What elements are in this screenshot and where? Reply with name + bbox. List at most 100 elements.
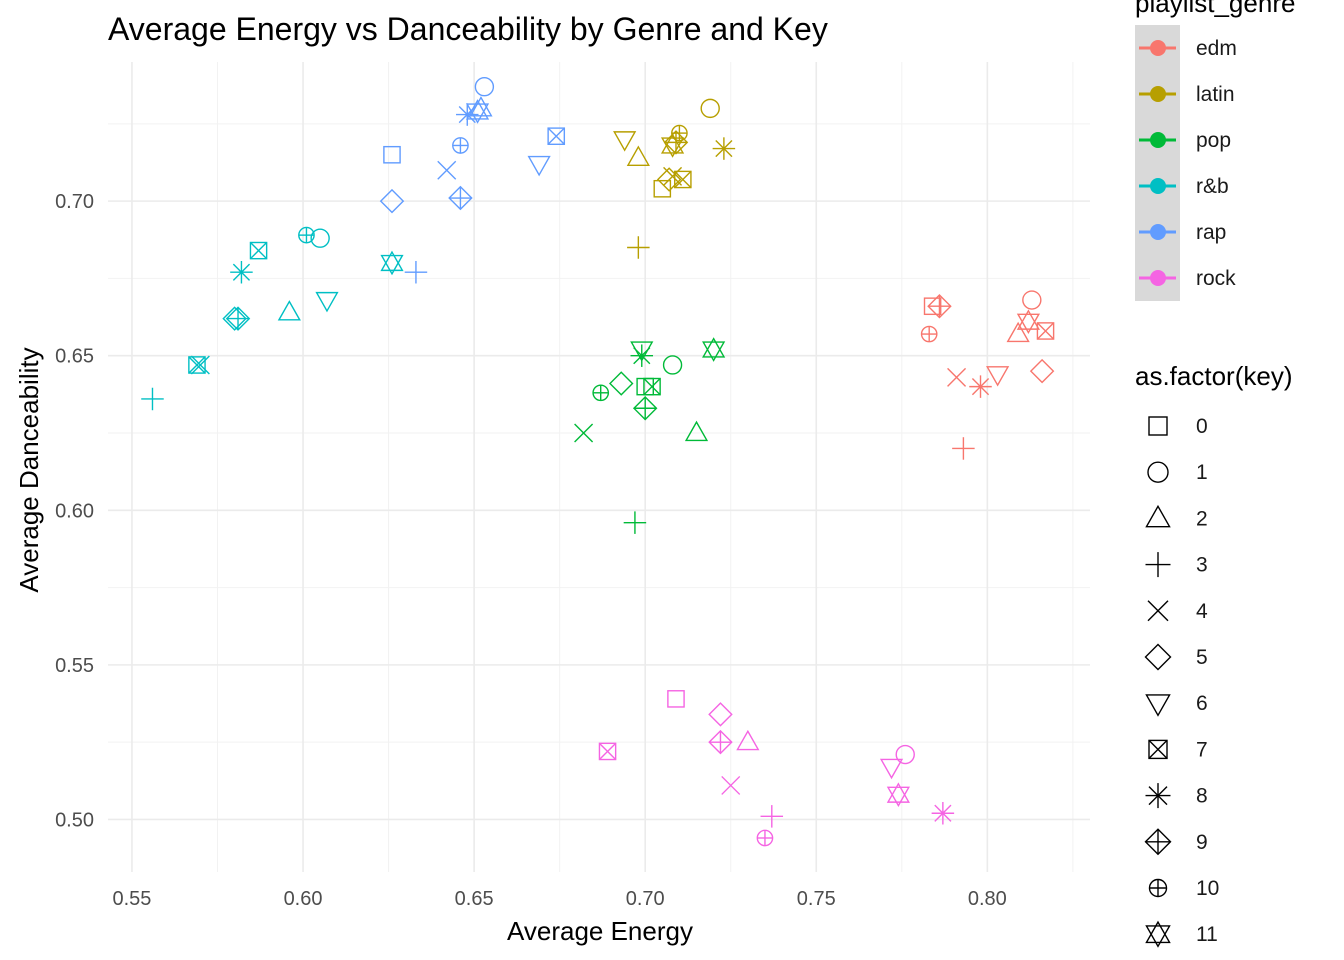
data-point [609,371,634,396]
data-point [712,137,736,160]
data-point [643,377,661,396]
genre-legend-item: rock [1139,267,1236,290]
data-point [380,250,404,276]
data-point [1016,309,1041,335]
data-point [592,384,610,402]
genre-legend-label: latin [1196,83,1235,106]
data-point [188,356,206,374]
y-tick-label: 0.70 [55,191,94,213]
key-legend-item: 8 [1145,783,1208,809]
data-point [708,702,733,727]
key-legend-label: 9 [1196,831,1208,854]
key-legend-label: 6 [1196,692,1208,715]
data-point [931,802,955,825]
data-point [879,758,904,780]
data-point [465,99,490,124]
x-axis-ticks: 0.55 0.60 0.65 0.70 0.75 0.80 [112,888,1006,910]
x-tick-label: 0.60 [284,888,323,910]
data-point [437,160,457,180]
key-legend-label: 3 [1196,554,1208,577]
data-point [547,127,566,145]
data-point [627,236,650,259]
data-point [656,167,682,192]
data-point [630,344,654,367]
data-point [986,366,1010,387]
data-point [674,170,692,189]
x-axis-label: Average Energy [507,916,693,946]
data-point [141,387,164,411]
key-legend-item: 5 [1144,643,1208,671]
genre-legend-label: rock [1196,267,1236,290]
genre-legend-label: rap [1196,221,1226,244]
y-tick-label: 0.55 [55,655,94,677]
data-point [626,145,650,166]
key-legend-item: 11 [1145,920,1218,948]
data-point [598,742,617,761]
data-point [527,155,551,177]
genre-legend-item: latin [1139,83,1235,106]
x-tick-label: 0.75 [797,888,836,910]
data-point [574,423,594,443]
data-point [315,291,339,313]
key-legend-item: 1 [1147,461,1208,484]
data-point [632,396,658,421]
data-point [662,355,683,375]
data-point [684,420,709,442]
y-tick-label: 0.60 [55,500,94,522]
x-tick-label: 0.70 [626,888,665,910]
data-point [277,300,301,321]
key-legend-item: 0 [1148,415,1208,438]
y-tick-label: 0.65 [55,346,94,368]
data-point [613,131,637,152]
data-point [756,829,774,847]
chart-title: Average Energy vs Danceability by Genre … [108,11,828,47]
genre-legend-item: edm [1139,37,1237,60]
key-legend-label: 4 [1196,600,1208,623]
key-legend-label: 7 [1196,738,1208,761]
data-point [927,293,952,319]
data-point [660,133,685,158]
key-legend-title: as.factor(key) [1135,361,1293,391]
data-point [736,729,760,751]
data-point [383,145,401,164]
genre-legend-label: r&b [1196,175,1229,198]
genre-legend-label: edm [1196,37,1237,60]
data-point [190,355,210,375]
x-tick-label: 0.80 [968,888,1007,910]
key-legend-label: 10 [1196,877,1219,900]
data-point [222,306,247,331]
key-legend-item: 2 [1145,504,1208,530]
key-legend-label: 2 [1196,507,1208,530]
data-point [969,375,992,398]
key-legend: as.factor(key) 0 1 2 3 4 5 6 7 8 9 10 11 [1135,361,1293,948]
key-legend-label: 11 [1196,923,1218,946]
data-point [249,241,268,260]
key-legend-label: 8 [1196,785,1208,808]
y-tick-label: 0.50 [55,809,94,831]
data-point [895,744,915,765]
data-point [721,775,741,795]
genre-legend-dot [1150,178,1166,194]
grid-lines [108,62,1090,872]
data-point [225,306,251,331]
data-point [379,188,405,214]
data-point [452,137,469,154]
data-point [947,367,967,387]
x-tick-label: 0.55 [112,888,151,910]
data-point [474,77,495,97]
data-point [952,437,975,460]
data-point [623,511,647,534]
genre-legend-dot [1150,224,1166,240]
data-point [1036,322,1055,340]
key-legend-item: 7 [1148,738,1208,761]
genre-legend-dot [1150,86,1166,102]
data-point [702,337,726,362]
key-legend-item: 4 [1147,600,1208,623]
key-legend-label: 5 [1196,646,1208,669]
key-legend-label: 0 [1196,415,1208,438]
key-legend-item: 3 [1145,552,1208,578]
data-point [886,782,910,808]
y-axis-label: Average Danceability [14,347,44,592]
